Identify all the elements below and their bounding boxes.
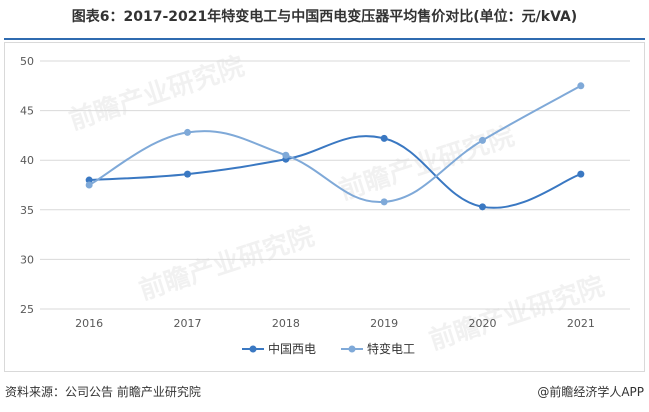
y-tick-label: 25	[20, 303, 34, 316]
data-point	[577, 82, 585, 90]
line-chart: 25 30 35 40 45 50 2016 2017 2018 2019 2020 2021 中国西电…	[20, 55, 630, 356]
legend-marker	[348, 345, 356, 353]
y-tick-label: 50	[20, 55, 34, 68]
x-tick-label: 2017	[174, 317, 202, 330]
brand-label: @前瞻经济学人APP	[537, 385, 644, 399]
chart-area: 前瞻产业研究院 前瞻产业研究院 前瞻产业研究院 前瞻产业研究院 25 30 35 40…	[4, 42, 645, 372]
x-tick-label: 2019	[370, 317, 398, 330]
x-tick-label: 2020	[469, 317, 497, 330]
footer: 资料来源：公司公告 前瞻产业研究院 @前瞻经济学人APP	[5, 383, 644, 400]
data-point	[85, 176, 93, 184]
legend-label: 中国西电	[268, 341, 316, 356]
series-line-2	[88, 84, 582, 203]
legend-label: 特变电工	[367, 341, 415, 356]
data-point	[282, 151, 290, 159]
data-point	[184, 128, 191, 136]
data-point	[85, 181, 93, 189]
y-tick-label: 40	[20, 154, 34, 167]
data-point	[479, 203, 486, 211]
y-tick-label: 30	[20, 253, 34, 266]
x-tick-label: 2016	[75, 317, 103, 330]
data-point	[184, 170, 191, 178]
data-point	[380, 198, 388, 206]
source-note: 资料来源：公司公告 前瞻产业研究院	[5, 385, 201, 399]
data-point	[380, 134, 388, 142]
chart-title: 图表6：2017-2021年特变电工与中国西电变压器平均售价对比(单位：元/kV…	[71, 9, 578, 25]
y-tick-label: 35	[20, 204, 34, 217]
data-point	[479, 136, 486, 144]
x-tick-label: 2021	[567, 317, 595, 330]
data-point	[577, 170, 585, 178]
y-tick-label: 45	[20, 105, 34, 118]
series-line-1	[89, 135, 582, 209]
x-tick-label: 2018	[272, 317, 300, 330]
legend-marker	[249, 345, 257, 353]
title-rule	[4, 38, 645, 40]
